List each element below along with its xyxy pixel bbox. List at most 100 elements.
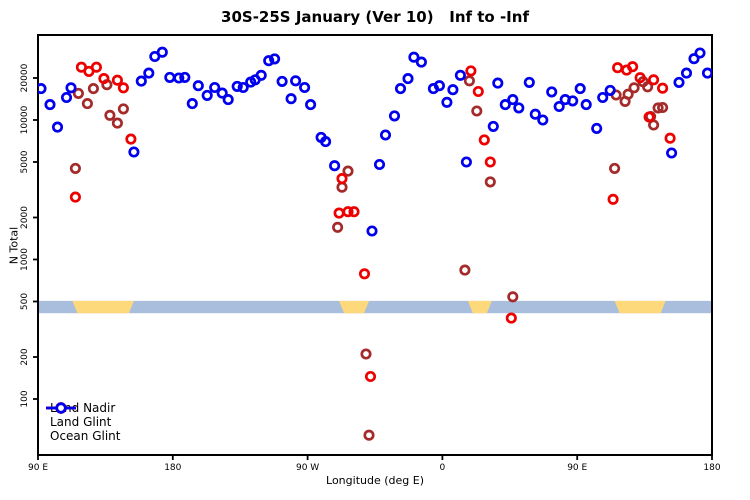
ocean-glint-point (408, 51, 420, 63)
y-tick-label: 10000 (20, 105, 30, 134)
legend: Land Nadir Land Glint Ocean Glint (44, 401, 120, 443)
ocean-glint-point (433, 80, 445, 92)
ocean-glint-point (209, 81, 221, 94)
ocean-glint-point (487, 120, 499, 132)
y-tick-label: 2000 (20, 206, 30, 229)
land-glint-point (364, 370, 377, 383)
land-segment (72, 300, 134, 314)
ocean-glint-point (394, 83, 407, 95)
land-glint-point (643, 111, 655, 123)
ocean-glint-point (537, 114, 549, 126)
land-glint-point (333, 207, 345, 219)
ocean-glint-point (192, 80, 204, 92)
ocean-glint-point (591, 122, 603, 134)
land-nadir-point (336, 181, 348, 193)
plot-frame (37, 34, 713, 456)
x-tick-label: 90 E (567, 463, 587, 473)
x-tick-label: 0 (440, 463, 446, 473)
ocean-glint-point (329, 160, 341, 172)
ocean-glint-point (379, 129, 392, 141)
ocean-glint-point (513, 102, 525, 114)
legend-label-land-glint: Land Glint (50, 415, 112, 429)
ocean-glint-point (60, 91, 73, 104)
land-glint-point (358, 268, 371, 280)
ocean-glint-point (173, 72, 185, 84)
land-segment (339, 300, 370, 314)
ocean-glint-point (529, 108, 541, 120)
land-nadir-point (657, 101, 669, 114)
land-glint-point (117, 82, 129, 94)
ocean-glint-point (44, 99, 56, 111)
land-nadir-point (342, 165, 354, 177)
x-tick-label: 90 E (28, 463, 48, 473)
ocean-glint-point (186, 98, 198, 110)
land-nadir-point (87, 83, 99, 95)
x-tick-label: 180 (703, 463, 720, 473)
ocean-glint-point (523, 76, 535, 88)
ocean-glint-point (237, 81, 249, 94)
land-glint-point (664, 132, 676, 144)
ocean-glint-point (38, 83, 47, 95)
ocean-glint-point (290, 75, 302, 87)
land-nadir-point (642, 81, 654, 93)
ocean-glint-point (454, 69, 466, 81)
x-axis-label: Longitude (deg E) (326, 474, 424, 487)
land-glint-point (342, 206, 354, 218)
land-glint-point (484, 156, 496, 168)
ocean-glint-point (143, 67, 155, 79)
land-nadir-point (81, 98, 93, 110)
land-nadir-point (363, 429, 375, 441)
land-glint-point (125, 133, 137, 145)
land-nadir-point (652, 102, 664, 114)
land-glint-point (657, 82, 669, 94)
land-nadir-point (628, 82, 640, 94)
land-nadir-point (459, 264, 471, 276)
land-nadir-point (609, 162, 621, 174)
ocean-glint-point (164, 71, 176, 83)
points-layer (38, 46, 712, 441)
ocean-glint-point (201, 89, 213, 101)
ocean-glint-point (553, 100, 565, 113)
ocean-glint-point (156, 46, 168, 58)
ocean-glint-point (222, 94, 234, 106)
land-glint-point (111, 74, 123, 86)
land-nadir-point (104, 109, 116, 121)
ocean-glint-point (179, 71, 191, 83)
land-glint-point (465, 65, 477, 77)
y-axis-label: N Total (7, 226, 21, 265)
land-glint-point (607, 193, 619, 205)
y-tick-label: 100 (20, 390, 30, 407)
legend-label-land-nadir: Land Nadir (50, 401, 116, 415)
land-glint-point (505, 312, 517, 324)
ocean-band (38, 300, 712, 314)
ocean-glint-point (597, 91, 609, 104)
land-nadir-point (360, 348, 372, 360)
legend-item-ocean-glint: Ocean Glint (44, 402, 120, 443)
legend-marker (55, 402, 67, 414)
land-glint-point (634, 72, 646, 84)
ocean-glint-point (128, 146, 140, 158)
land-nadir-point (648, 119, 660, 131)
ocean-glint-point (65, 82, 77, 94)
land-nadir-point (484, 176, 496, 188)
ocean-glint-point (216, 87, 228, 99)
x-tick-label: 180 (164, 463, 181, 473)
ocean-glint-point (447, 84, 459, 96)
land-glint-point (478, 134, 490, 146)
ocean-glint-point (299, 81, 311, 94)
ocean-glint-point (366, 225, 378, 237)
ocean-glint-point (402, 73, 414, 85)
ocean-glint-point (499, 99, 511, 111)
ocean-glint-point (231, 80, 243, 92)
land-glint-point (90, 61, 102, 73)
land-glint-point (69, 191, 81, 203)
ocean-glint-point (694, 47, 706, 59)
land-glint-point (348, 206, 360, 218)
legend-item-land-glint: Land Glint (44, 402, 120, 429)
ocean-glint-point (492, 77, 504, 89)
ocean-glint-point (415, 56, 427, 68)
land-nadir-point (69, 162, 81, 174)
ocean-glint-point (546, 86, 558, 98)
